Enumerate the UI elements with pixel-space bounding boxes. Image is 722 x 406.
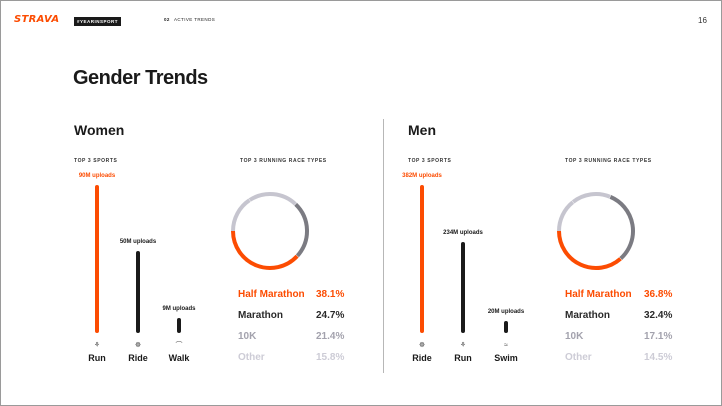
sport-bar-swim (504, 321, 508, 333)
donut-slice-other (557, 200, 575, 232)
race-name: Half Marathon (565, 289, 632, 300)
shoe-icon: ⚘ (459, 342, 467, 349)
swim-icon: ≈ (504, 342, 508, 349)
race-name: Other (238, 352, 265, 363)
shoe-icon: ⚘ (93, 342, 101, 349)
race-percent: 21.4% (316, 331, 345, 342)
donut-slice-half-marathon (557, 230, 622, 270)
page-number: 16 (698, 16, 707, 25)
women-sports-label: TOP 3 SPORTS (74, 158, 118, 164)
race-percent: 24.7% (316, 310, 345, 321)
race-percent: 15.8% (316, 352, 345, 363)
sport-bar-walk (177, 318, 181, 333)
bike-icon: ☸ (134, 342, 142, 349)
page-title: Gender Trends (73, 67, 208, 89)
strava-logo: STRAVA (14, 14, 60, 25)
men-heading: Men (408, 122, 436, 138)
sport-name: Run (88, 353, 106, 363)
sport-uploads-label: 234M uploads (443, 230, 483, 237)
sport-uploads-label: 50M uploads (119, 238, 157, 245)
race-name: Half Marathon (238, 289, 305, 300)
women-race-donut (231, 192, 309, 270)
men-sports-label: TOP 3 SPORTS (408, 158, 452, 164)
race-percent: 14.5% (644, 352, 673, 363)
panel-divider (383, 119, 384, 373)
donut-slice-half-marathon (231, 230, 299, 270)
sport-name: Ride (412, 353, 432, 363)
race-name: Marathon (565, 310, 610, 321)
section-number: 02 (164, 17, 170, 22)
donut-slice-marathon (609, 195, 635, 260)
sneaker-icon: ⌒ (175, 342, 183, 349)
sport-bar-run (95, 185, 99, 333)
section-title: ACTIVE TRENDS (174, 17, 216, 22)
sport-name: Ride (128, 353, 148, 363)
race-percent: 36.8% (644, 289, 673, 300)
sport-uploads-label: 382M uploads (402, 173, 442, 179)
donut-slice-10k (571, 192, 611, 204)
donut-slice-10k (248, 192, 297, 206)
race-percent: 38.1% (316, 289, 345, 300)
race-percent: 32.4% (644, 310, 673, 321)
race-percent: 17.1% (644, 331, 673, 342)
sport-uploads-label: 20M uploads (487, 309, 525, 315)
sport-bar-run (461, 242, 465, 333)
sport-uploads-label: 90M uploads (78, 173, 116, 179)
hashtag-badge: #YEARINSPORT (74, 17, 122, 26)
race-name: 10K (565, 331, 584, 342)
women-races-label: TOP 3 RUNNING RACE TYPES (240, 158, 327, 164)
women-heading: Women (74, 122, 125, 138)
sport-name: Swim (494, 353, 518, 363)
race-name: 10K (238, 331, 257, 342)
donut-slice-other (231, 198, 251, 232)
race-name: Marathon (238, 310, 283, 321)
race-name: Other (565, 352, 592, 363)
sport-uploads-label: 9M uploads (162, 306, 196, 313)
men-race-donut (557, 192, 635, 270)
donut-slice-marathon (294, 202, 309, 258)
sport-name: Walk (168, 353, 190, 363)
sport-name: Run (454, 353, 472, 363)
sport-bar-ride (136, 250, 140, 333)
bike-icon: ☸ (418, 342, 426, 349)
men-races-label: TOP 3 RUNNING RACE TYPES (565, 158, 652, 164)
sport-bar-ride (420, 185, 424, 333)
